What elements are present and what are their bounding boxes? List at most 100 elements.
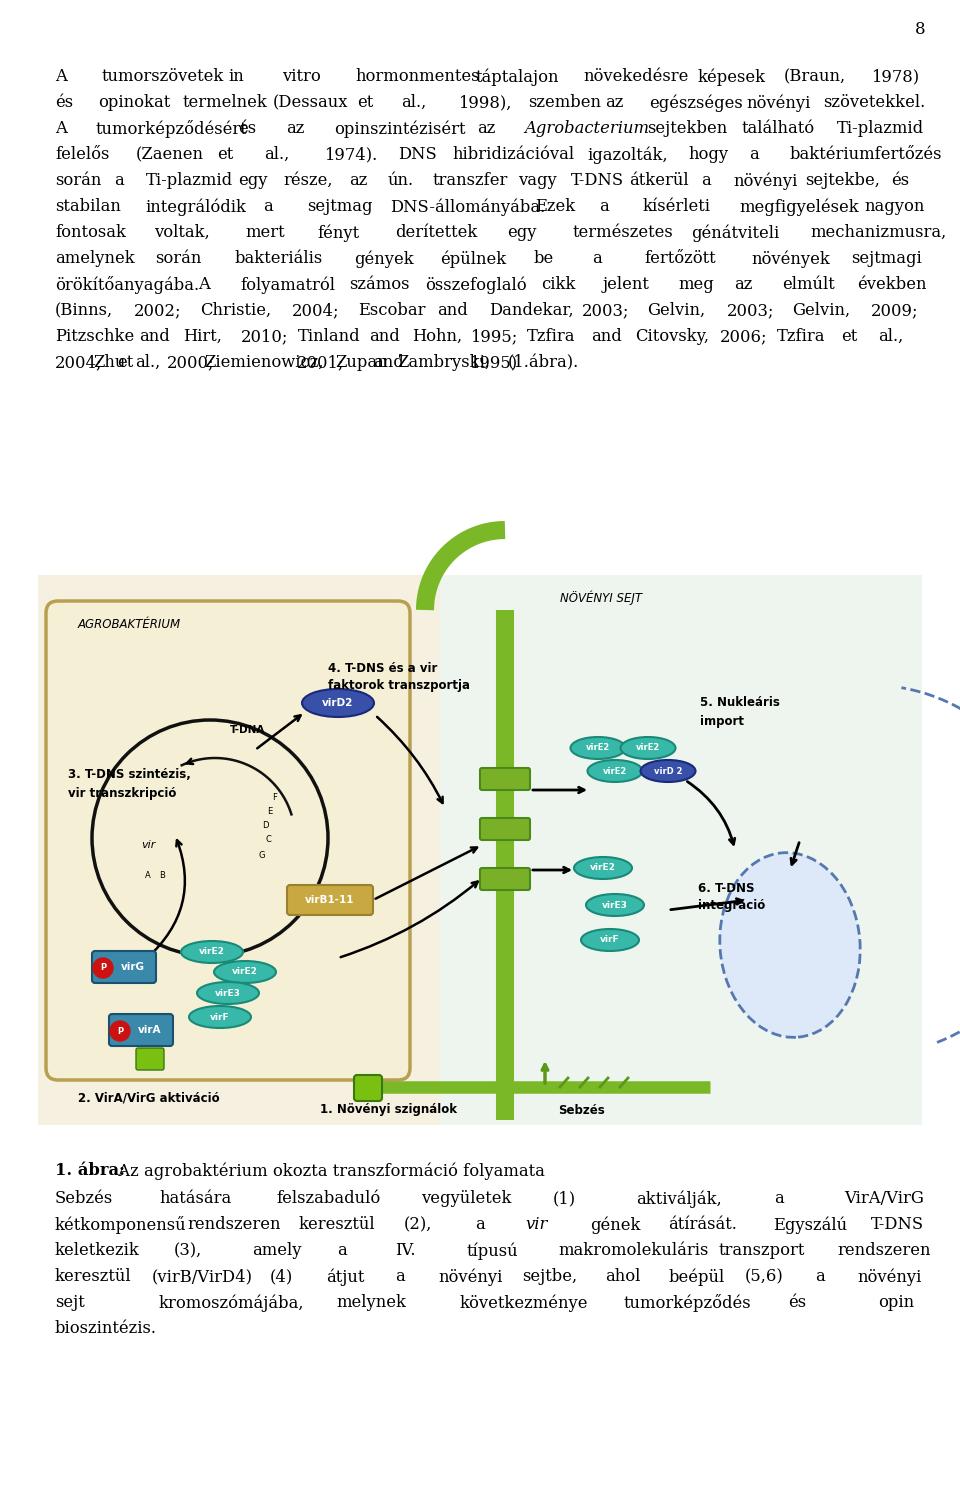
Text: E: E: [268, 807, 273, 816]
Text: 1998),: 1998),: [458, 94, 511, 112]
Text: a: a: [337, 1242, 347, 1259]
Text: integrálódik: integrálódik: [146, 198, 247, 216]
Text: A: A: [199, 277, 210, 293]
Text: sejtmagi: sejtmagi: [851, 250, 922, 268]
Text: melynek: melynek: [336, 1294, 406, 1312]
Text: gének: gének: [590, 1216, 640, 1234]
Text: virE2: virE2: [590, 864, 616, 873]
Text: a: a: [475, 1216, 485, 1233]
Text: Pitzschke: Pitzschke: [55, 329, 134, 345]
Text: átírását.: átírását.: [668, 1216, 736, 1233]
Text: G: G: [259, 851, 265, 859]
Text: F: F: [273, 794, 277, 803]
Text: sejt: sejt: [55, 1294, 84, 1312]
Text: épülnek: épülnek: [441, 250, 507, 268]
FancyBboxPatch shape: [480, 868, 530, 891]
Text: szemben: szemben: [528, 94, 601, 112]
Text: egy: egy: [508, 225, 537, 241]
Text: igazolták,: igazolták,: [588, 146, 668, 164]
Text: nagyon: nagyon: [864, 198, 924, 216]
Text: keresztül: keresztül: [299, 1216, 375, 1233]
Text: al.,: al.,: [400, 94, 426, 112]
Text: and: and: [437, 302, 468, 320]
Text: 2004;: 2004;: [293, 302, 340, 320]
Text: része,: része,: [283, 172, 333, 189]
Text: virE3: virE3: [602, 901, 628, 910]
Text: az: az: [477, 120, 495, 137]
Text: egy: egy: [238, 172, 268, 189]
Text: (Binns,: (Binns,: [55, 302, 113, 320]
Text: összefoglaló: összefoglaló: [425, 277, 526, 293]
Text: transzport: transzport: [718, 1242, 804, 1259]
Text: sejtekben: sejtekben: [647, 120, 727, 137]
Text: ahol: ahol: [605, 1268, 640, 1285]
Text: virE2: virE2: [232, 968, 258, 977]
Text: tumorképződésért: tumorképződésért: [96, 120, 248, 138]
Text: transzfer: transzfer: [433, 172, 508, 189]
Text: et: et: [841, 329, 857, 345]
Text: makromolekuláris: makromolekuláris: [559, 1242, 708, 1259]
Text: et: et: [357, 94, 373, 112]
Text: 2003;: 2003;: [727, 302, 774, 320]
Text: amely: amely: [252, 1242, 301, 1259]
Text: opinszintézisért: opinszintézisért: [334, 120, 466, 137]
Text: A: A: [55, 68, 67, 85]
Text: hogy: hogy: [689, 146, 729, 164]
Text: természetes: természetes: [572, 225, 673, 241]
Text: az: az: [606, 94, 624, 112]
Text: 2. VirA/VirG aktiváció: 2. VirA/VirG aktiváció: [78, 1091, 220, 1105]
Text: a: a: [599, 198, 609, 216]
Text: Ti-plazmid: Ti-plazmid: [837, 120, 924, 137]
Text: 4. T-DNS és a vir: 4. T-DNS és a vir: [328, 662, 438, 675]
Text: a: a: [774, 1190, 783, 1207]
Text: tumorképződés: tumorképződés: [624, 1294, 752, 1312]
Text: vir: vir: [141, 840, 156, 851]
Ellipse shape: [620, 738, 676, 758]
Text: mechanizmusra,: mechanizmusra,: [810, 225, 947, 241]
Ellipse shape: [214, 961, 276, 983]
Text: gények: gények: [354, 250, 414, 268]
Text: hatására: hatására: [159, 1190, 231, 1207]
Text: kétkomponensű: kétkomponensű: [55, 1216, 186, 1234]
Text: keresztül: keresztül: [55, 1268, 132, 1285]
Text: 1974).: 1974).: [324, 146, 377, 164]
FancyBboxPatch shape: [480, 767, 530, 790]
Text: virE2: virE2: [636, 744, 660, 752]
Text: and: and: [373, 354, 404, 370]
Text: Dandekar,: Dandekar,: [489, 302, 574, 320]
Text: táptalajon: táptalajon: [476, 68, 560, 85]
Text: and: and: [139, 329, 170, 345]
Text: elmúlt: elmúlt: [782, 277, 835, 293]
Text: virE2: virE2: [586, 744, 611, 752]
Text: Zambryski,: Zambryski,: [397, 354, 491, 370]
Text: 5. Nukleáris: 5. Nukleáris: [700, 696, 780, 709]
Ellipse shape: [302, 688, 374, 717]
FancyBboxPatch shape: [46, 601, 410, 1080]
Text: folyamatról: folyamatról: [240, 277, 335, 293]
Text: örökítőanyagába.: örökítőanyagába.: [55, 277, 199, 294]
Text: növekedésre: növekedésre: [584, 68, 688, 85]
Text: 2006;: 2006;: [719, 329, 767, 345]
Text: hormonmentes: hormonmentes: [355, 68, 480, 85]
Text: IV.: IV.: [396, 1242, 416, 1259]
Text: következménye: következménye: [460, 1294, 588, 1312]
Text: P: P: [117, 1026, 123, 1035]
FancyBboxPatch shape: [440, 575, 922, 1126]
Text: növényi: növényi: [439, 1268, 503, 1285]
Text: (Dessaux: (Dessaux: [274, 94, 348, 112]
Ellipse shape: [574, 857, 632, 879]
Text: vir: vir: [526, 1216, 548, 1233]
Text: DNS: DNS: [398, 146, 438, 164]
Text: vir transzkripció: vir transzkripció: [68, 787, 177, 800]
Text: 2010;: 2010;: [241, 329, 288, 345]
Text: hibridizációval: hibridizációval: [452, 146, 574, 164]
Text: T-DNS: T-DNS: [871, 1216, 924, 1233]
Text: 6. T-DNS: 6. T-DNS: [698, 882, 755, 895]
Text: D: D: [262, 821, 268, 831]
Text: Sebzés: Sebzés: [558, 1103, 605, 1117]
Text: cikk: cikk: [541, 277, 576, 293]
Text: NÖVÉNYI SEJT: NÖVÉNYI SEJT: [560, 590, 642, 605]
Text: és: és: [788, 1294, 806, 1312]
Text: és: és: [239, 120, 256, 137]
Text: sejtmag: sejtmag: [306, 198, 372, 216]
